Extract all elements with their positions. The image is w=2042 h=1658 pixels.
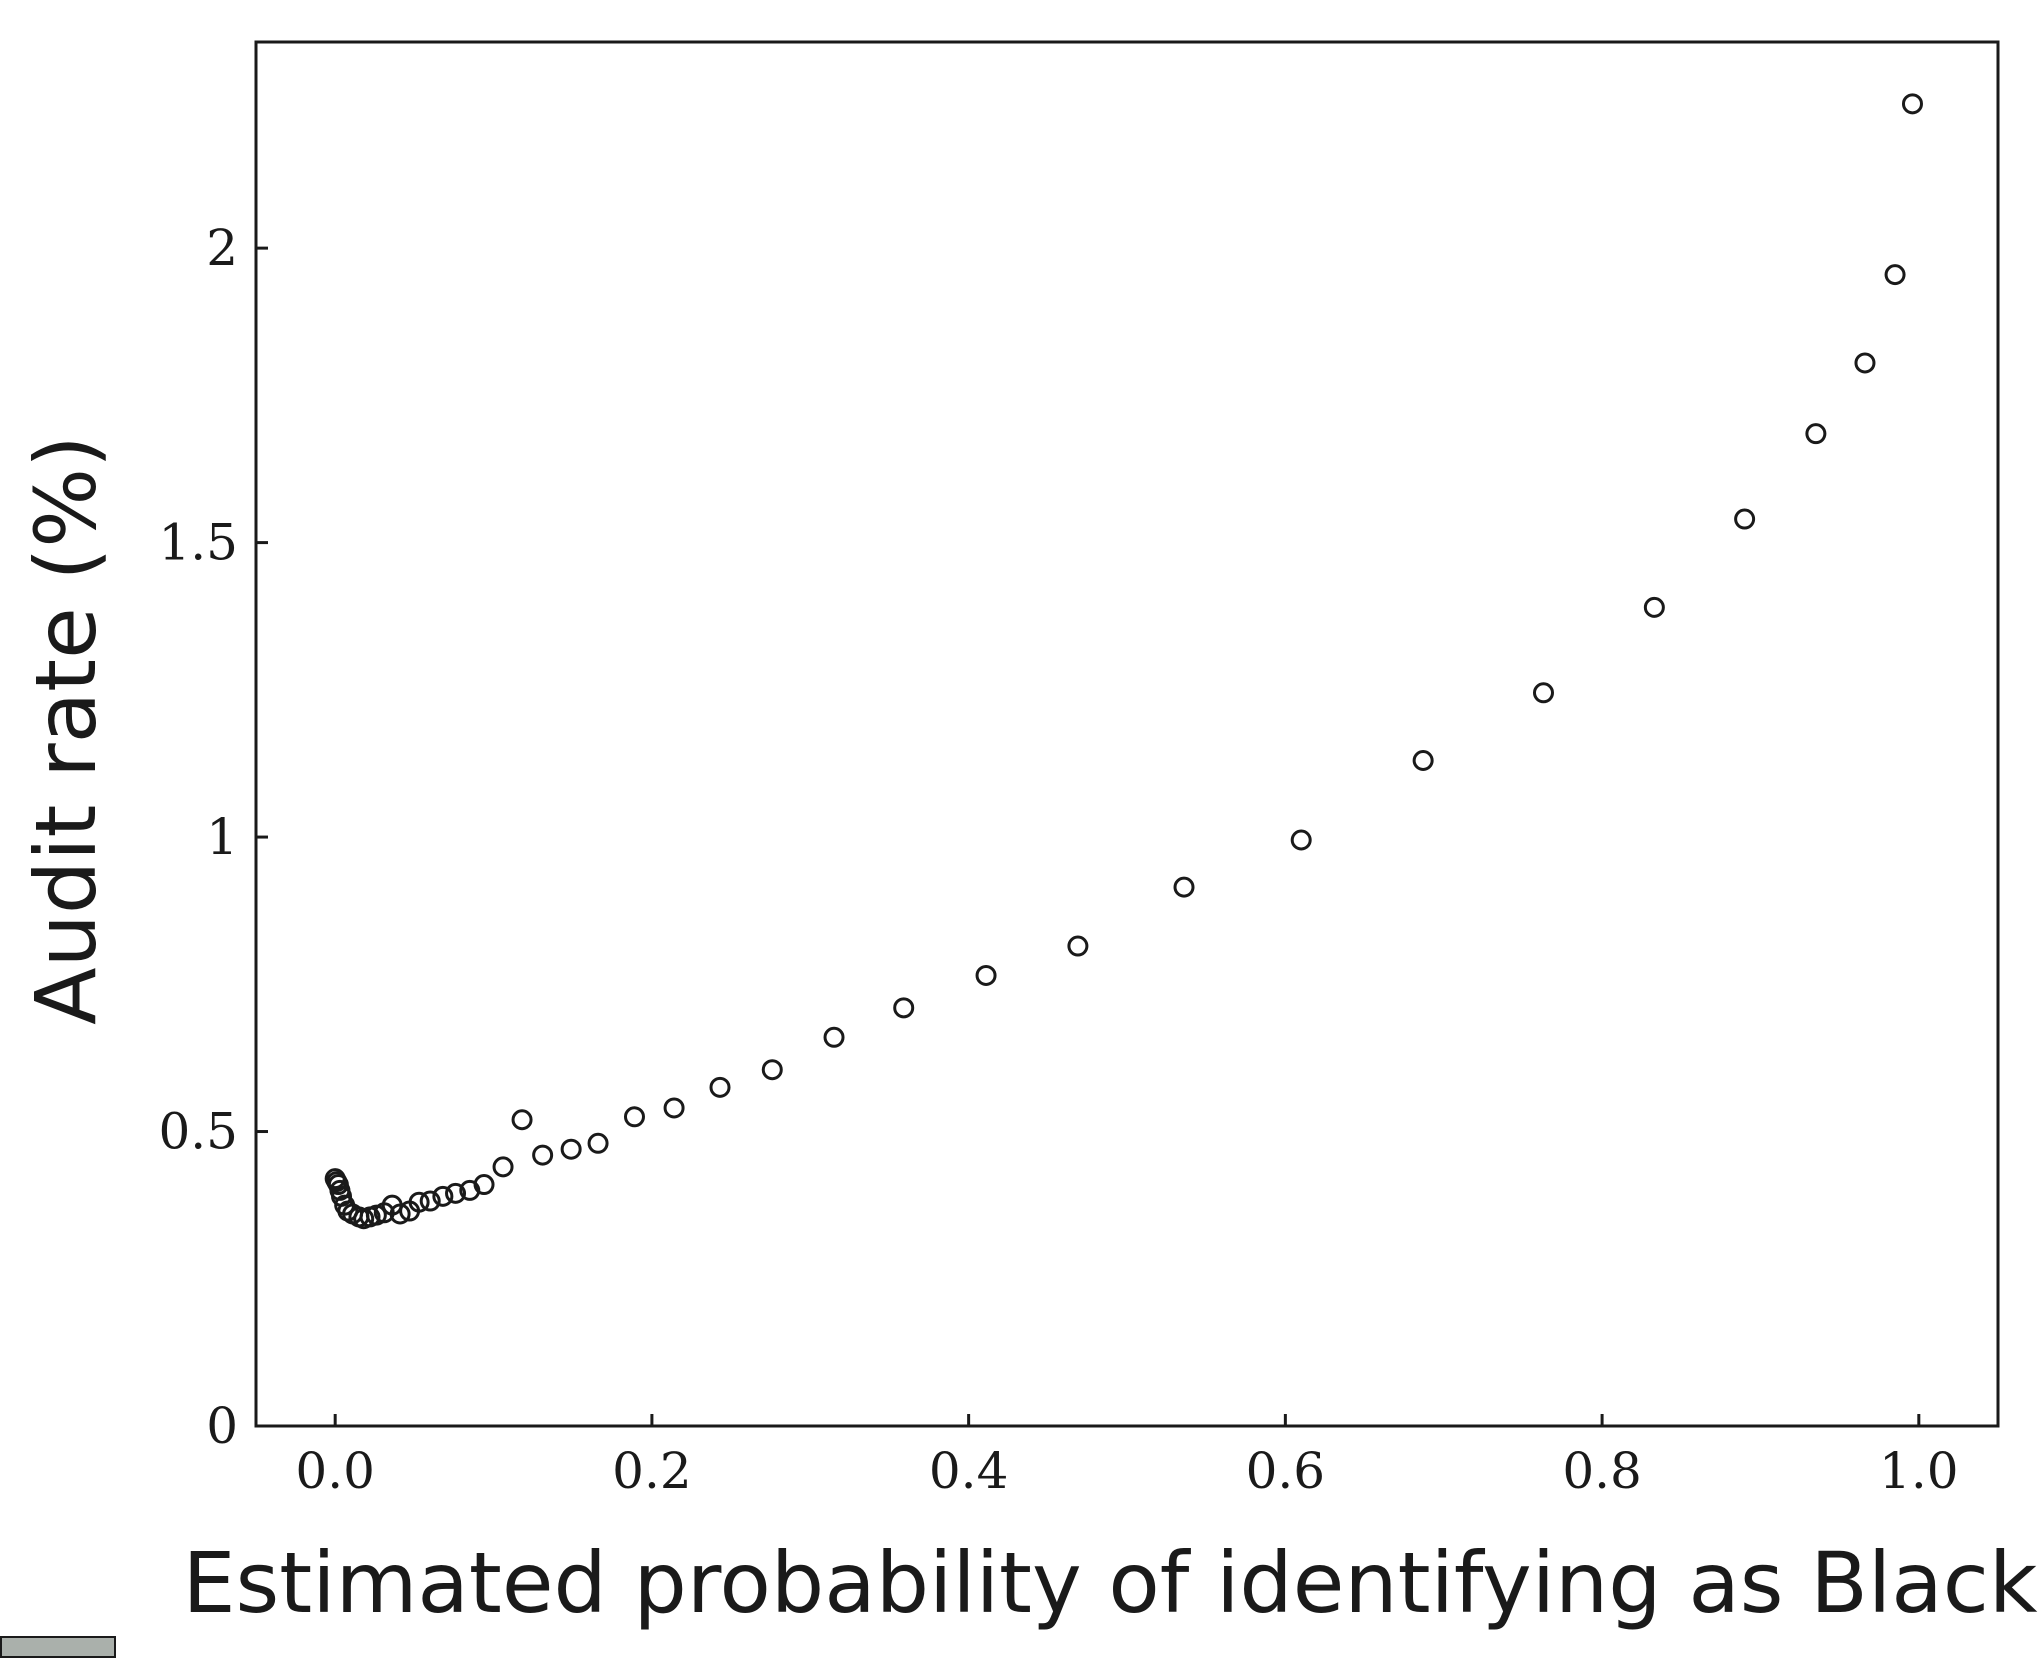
plot-frame — [254, 40, 2000, 1428]
y-tick-label: 2 — [206, 219, 238, 277]
data-point — [408, 1191, 430, 1213]
x-axis: 0.0 0.2 0.4 0.6 0.8 1.0 — [295, 1414, 1959, 1500]
x-axis-title: Estimated probability of identifying as … — [182, 1534, 2037, 1632]
data-point — [1643, 596, 1665, 618]
data-point — [1532, 682, 1554, 704]
y-axis-title: Audit rate (%) — [17, 435, 115, 1025]
data-point — [473, 1174, 495, 1196]
data-point — [1173, 876, 1195, 898]
data-point — [1854, 352, 1876, 374]
y-tick-label: 1.5 — [158, 514, 238, 572]
data-point — [560, 1138, 582, 1160]
data-point — [511, 1109, 533, 1131]
data-point — [1412, 750, 1434, 772]
y-axis: 0 0.5 1 1.5 2 — [158, 219, 268, 1455]
data-point — [1805, 423, 1827, 445]
x-tick-label: 0.8 — [1562, 1442, 1642, 1500]
cc-license-badge — [0, 1636, 116, 1658]
data-point — [1884, 264, 1906, 286]
data-point — [492, 1156, 514, 1178]
y-tick-label: 0 — [206, 1397, 238, 1455]
data-point — [1067, 935, 1089, 957]
data-point — [709, 1076, 731, 1098]
data-point — [419, 1190, 441, 1212]
data-point — [623, 1106, 645, 1128]
data-point — [975, 964, 997, 986]
x-tick-label: 0.0 — [295, 1442, 375, 1500]
data-point — [1901, 93, 1923, 115]
data-point — [761, 1059, 783, 1081]
data-point — [445, 1182, 467, 1204]
data-point — [587, 1132, 609, 1154]
y-tick-label: 1 — [206, 808, 238, 866]
x-tick-label: 0.6 — [1246, 1442, 1326, 1500]
data-point — [532, 1144, 554, 1166]
data-points — [324, 93, 1923, 1230]
data-point — [1734, 508, 1756, 530]
y-tick-label: 0.5 — [158, 1103, 238, 1161]
data-point — [823, 1026, 845, 1048]
x-tick-label: 1.0 — [1879, 1442, 1959, 1500]
data-point — [893, 997, 915, 1019]
x-tick-label: 0.2 — [612, 1442, 692, 1500]
data-point — [663, 1097, 685, 1119]
data-point — [432, 1185, 454, 1207]
x-tick-label: 0.4 — [929, 1442, 1009, 1500]
data-point — [389, 1203, 411, 1225]
data-point — [1290, 829, 1312, 851]
